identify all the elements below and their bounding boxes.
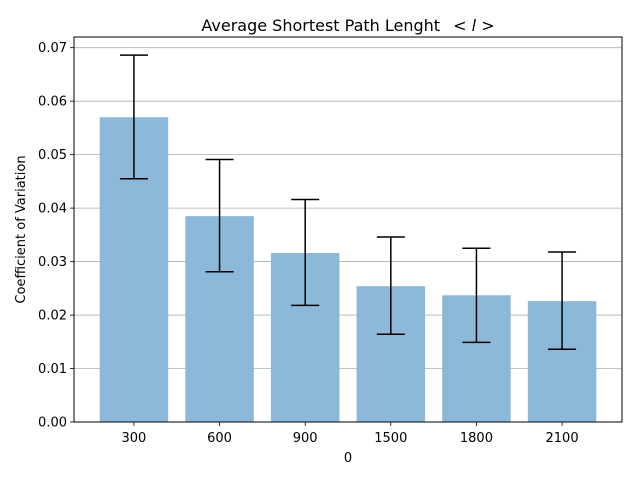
x-tick-label: 1500 bbox=[374, 431, 407, 446]
x-tick-label: 600 bbox=[207, 431, 232, 446]
chart-title: Average Shortest Path Lenght < l > bbox=[201, 16, 494, 35]
y-tick-label: 0.01 bbox=[38, 362, 67, 377]
y-tick-label: 0.03 bbox=[38, 255, 67, 270]
y-axis-ticks: 0.00 0.01 0.02 0.03 0.04 0.05 0.06 0.07 bbox=[38, 41, 74, 431]
y-tick-label: 0.07 bbox=[38, 41, 67, 56]
y-tick-label: 0.05 bbox=[38, 148, 67, 163]
bar-layer bbox=[99, 117, 597, 422]
y-tick-label: 0.00 bbox=[38, 416, 67, 431]
x-tick-label: 300 bbox=[122, 431, 147, 446]
y-tick-label: 0.04 bbox=[38, 202, 67, 217]
plot-frame bbox=[73, 36, 623, 423]
y-tick-label: 0.06 bbox=[38, 95, 67, 110]
x-axis-label: 0 bbox=[344, 451, 352, 466]
y-axis-label: Coefficient of Variation bbox=[14, 155, 29, 303]
error-bar-layer bbox=[119, 54, 577, 351]
x-tick-label: 1800 bbox=[460, 431, 493, 446]
x-axis-ticks: 300 600 900 1500 1800 2100 bbox=[122, 422, 579, 446]
x-tick-label: 900 bbox=[293, 431, 318, 446]
chart-title-math: < l > bbox=[453, 16, 494, 35]
chart-title-text: Average Shortest Path Lenght bbox=[201, 16, 440, 35]
x-tick-label: 2100 bbox=[546, 431, 579, 446]
y-tick-label: 0.02 bbox=[38, 309, 67, 324]
